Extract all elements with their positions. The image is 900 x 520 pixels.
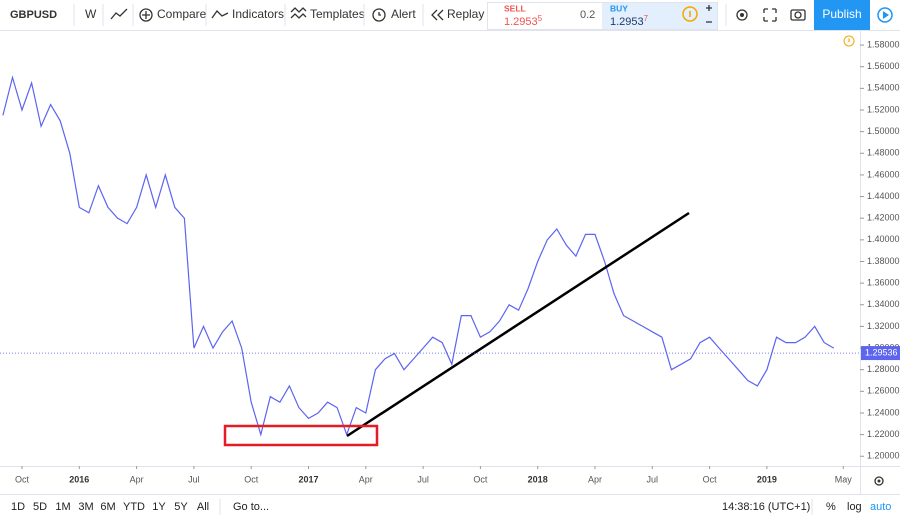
sell-pip: 5	[538, 14, 543, 23]
y-tick-label: 1.24000	[867, 407, 900, 417]
y-tick-label: 1.58000	[867, 39, 900, 49]
templates-icon[interactable]	[290, 7, 307, 19]
x-tick-label: Apr	[359, 474, 373, 484]
y-tick-label: 1.40000	[867, 234, 900, 244]
x-tick-label: Apr	[588, 474, 602, 484]
toolbar: GBPUSD W Compare Indicators Templates Al…	[0, 0, 900, 31]
price-label-box	[861, 346, 900, 361]
sell-price[interactable]: 1.29535	[504, 14, 543, 28]
sell-label[interactable]: SELL	[504, 3, 526, 13]
x-tick-label: 2019	[757, 474, 777, 484]
compare-button[interactable]: Compare	[157, 7, 207, 21]
spread: 0.2	[580, 9, 595, 21]
buy-panel[interactable]	[602, 3, 717, 29]
buy-price-main: 1.2953	[610, 16, 644, 28]
chart: 1.200001.220001.240001.260001.280001.300…	[0, 31, 900, 494]
indicators-button[interactable]: Indicators	[232, 7, 284, 21]
buy-label[interactable]: BUY	[610, 3, 628, 13]
x-tick-label: Jul	[647, 474, 659, 484]
event-icon[interactable]	[843, 35, 855, 47]
bottom-bar: Go to... 14:38:16 (UTC+1) % log auto 1D 5…	[0, 476, 900, 515]
range-button[interactable]: 5D	[33, 501, 47, 513]
settings-icon-core	[740, 13, 744, 17]
range-button[interactable]: 1Y	[152, 501, 166, 513]
compare-icon-plus	[142, 11, 150, 19]
range-button[interactable]: 3M	[78, 501, 93, 513]
y-tick-label: 1.42000	[867, 213, 900, 223]
range-button[interactable]: 5Y	[174, 501, 188, 513]
buy-pip: 7	[644, 14, 649, 23]
interval[interactable]: W	[85, 7, 97, 21]
y-tick-label: 1.38000	[867, 256, 900, 266]
y-tick-label: 1.56000	[867, 61, 900, 71]
price-series	[2, 75, 835, 437]
percent-toggle[interactable]: %	[826, 501, 836, 513]
y-tick-label: 1.36000	[867, 278, 900, 288]
sell-price-main: 1.2953	[504, 16, 538, 28]
publish-label[interactable]: Publish	[822, 7, 861, 21]
y-tick-label: 1.22000	[867, 429, 900, 439]
range-button[interactable]: 6M	[100, 501, 115, 513]
range-button[interactable]: 1M	[55, 501, 70, 513]
snapshot-lens	[794, 11, 802, 19]
x-tick-label: Oct	[244, 474, 259, 484]
replay-button[interactable]: Replay	[447, 7, 484, 21]
x-tick-label: 2018	[528, 474, 548, 484]
x-tick-label: 2017	[298, 474, 318, 484]
indicators-icon[interactable]	[211, 9, 229, 19]
price-label: 1.29536	[865, 347, 898, 357]
replay-icon[interactable]	[431, 9, 444, 21]
alert-button[interactable]: Alert	[391, 7, 416, 21]
y-tick-label: 1.20000	[867, 451, 900, 461]
axis-settings-core	[877, 479, 881, 483]
log-toggle[interactable]: log	[847, 501, 862, 513]
stream-icon[interactable]	[877, 7, 893, 23]
x-tick-label: Oct	[15, 474, 30, 484]
x-tick-label: 2016	[69, 474, 89, 484]
snapshot-icon[interactable]	[790, 9, 806, 21]
clock: 14:38:16 (UTC+1)	[722, 501, 810, 513]
x-tick-label: May	[835, 474, 853, 484]
axis-settings-icon[interactable]	[874, 476, 884, 486]
y-tick-label: 1.48000	[867, 148, 900, 158]
fullscreen-icon[interactable]	[763, 8, 777, 22]
y-tick-label: 1.28000	[867, 364, 900, 374]
info-icon[interactable]	[682, 6, 698, 22]
y-tick-label: 1.52000	[867, 104, 900, 114]
zoom-icon[interactable]	[706, 5, 712, 23]
buy-price[interactable]: 1.29537	[610, 14, 649, 28]
y-tick-label: 1.26000	[867, 386, 900, 396]
goto-button[interactable]: Go to...	[233, 501, 269, 513]
y-tick-label: 1.44000	[867, 191, 900, 201]
x-tick-label: Oct	[703, 474, 718, 484]
y-tick-label: 1.34000	[867, 299, 900, 309]
alert-icon[interactable]	[372, 8, 386, 22]
alert-icon-hands	[378, 12, 381, 16]
symbol[interactable]: GBPUSD	[10, 9, 57, 21]
publish-button[interactable]	[814, 0, 870, 30]
y-tick-label: 1.32000	[867, 321, 900, 331]
range-button[interactable]: YTD	[123, 501, 145, 513]
stream-icon-play	[883, 11, 889, 19]
settings-icon[interactable]	[736, 9, 748, 21]
rectangle-drawing[interactable]	[223, 424, 379, 447]
trend-line[interactable]	[346, 211, 690, 438]
y-tick-label: 1.50000	[867, 126, 900, 136]
x-tick-label: Jul	[188, 474, 200, 484]
compare-icon[interactable]	[139, 8, 153, 22]
x-tick-label: Oct	[473, 474, 488, 484]
range-button[interactable]: All	[197, 501, 209, 513]
y-tick-label: 1.54000	[867, 83, 900, 93]
templates-button[interactable]: Templates	[310, 7, 365, 21]
x-tick-label: Apr	[130, 474, 144, 484]
auto-toggle[interactable]: auto	[870, 501, 891, 513]
chart-style-icon[interactable]	[110, 8, 128, 20]
y-tick-label: 1.46000	[867, 169, 900, 179]
x-tick-label: Jul	[417, 474, 429, 484]
range-button[interactable]: 1D	[11, 501, 25, 513]
